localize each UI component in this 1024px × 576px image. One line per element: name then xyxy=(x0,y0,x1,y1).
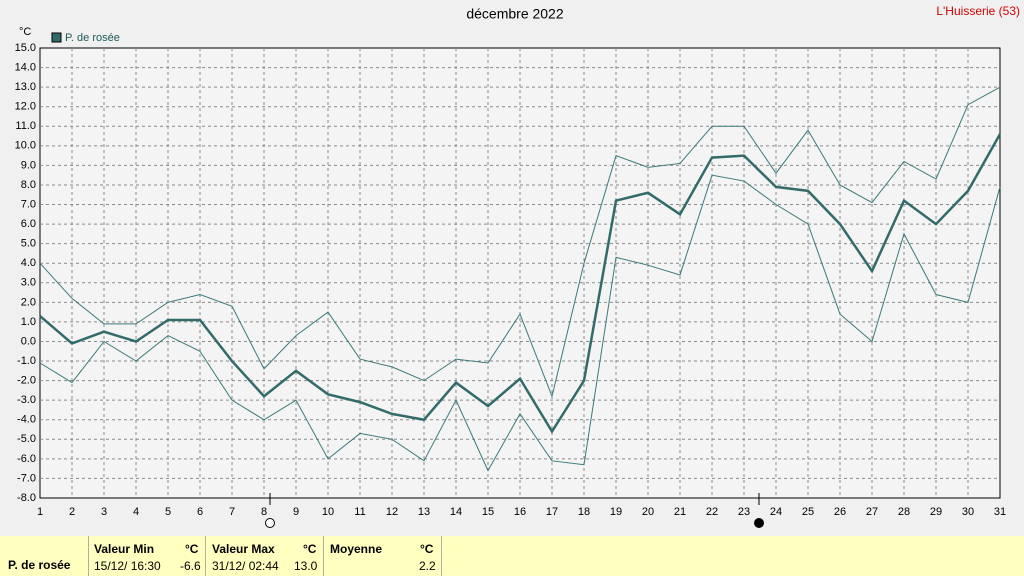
x-tick-label: 6 xyxy=(197,506,203,518)
y-tick-label: 15.0 xyxy=(15,42,36,54)
y-tick-label: 4.0 xyxy=(21,257,36,269)
y-tick-label: 14.0 xyxy=(15,61,36,73)
y-tick-label: -6.0 xyxy=(17,453,36,465)
x-tick-label: 26 xyxy=(834,506,846,518)
legend-swatch xyxy=(51,32,62,43)
chart-title: décembre 2022 xyxy=(466,6,564,22)
x-tick-label: 29 xyxy=(930,506,942,518)
location: L'Huisserie (53) xyxy=(936,4,1020,18)
moon-icon xyxy=(754,518,764,528)
x-tick-label: 20 xyxy=(642,506,654,518)
x-tick-label: 21 xyxy=(674,506,686,518)
series-line xyxy=(39,133,1002,434)
x-tick-label: 31 xyxy=(994,506,1006,518)
value: -6.6 xyxy=(180,559,201,573)
y-tick-label: 6.0 xyxy=(21,218,36,230)
x-tick-label: 4 xyxy=(133,506,139,518)
col-unit: °C xyxy=(303,542,317,556)
x-tick-label: 27 xyxy=(866,506,878,518)
x-tick-label: 12 xyxy=(386,506,398,518)
col-unit: °C xyxy=(420,542,434,556)
y-tick-label: 8.0 xyxy=(21,179,36,191)
x-tick-label: 5 xyxy=(165,506,171,518)
y-tick-label: 10.0 xyxy=(15,140,36,152)
chart: décembre 2022 L'Huisserie (53) °C -8.0 -7… xyxy=(15,4,1020,528)
cell xyxy=(88,536,206,576)
y-tick-label: 12.0 xyxy=(15,101,36,113)
y-tick-label: -3.0 xyxy=(17,394,36,406)
col-unit: °C xyxy=(185,542,199,556)
y-tick-label: 13.0 xyxy=(15,81,36,93)
series-line xyxy=(39,86,1001,398)
y-tick-label: -5.0 xyxy=(17,433,36,445)
x-tick-label: 28 xyxy=(898,506,910,518)
y-tick-label: 2.0 xyxy=(21,296,36,308)
x-tick-label: 23 xyxy=(738,506,750,518)
cell xyxy=(323,536,442,576)
x-tick-label: 1 xyxy=(37,506,43,518)
y-tick-label: 1.0 xyxy=(21,316,36,328)
series-line xyxy=(39,174,1001,472)
x-tick-label: 7 xyxy=(229,506,235,518)
y-tick-label: -4.0 xyxy=(17,414,36,426)
x-tick-label: 17 xyxy=(546,506,558,518)
x-tick-label: 9 xyxy=(293,506,299,518)
x-tick-label: 2 xyxy=(69,506,75,518)
x-tick-label: 3 xyxy=(101,506,107,518)
x-tick-label: 11 xyxy=(354,506,365,518)
y-tick-label: 0.0 xyxy=(21,335,36,347)
row-label: P. de rosée xyxy=(8,558,71,572)
date: 31/12/ 02:44 xyxy=(212,559,279,573)
legend-label: P. de rosée xyxy=(65,32,120,44)
x-tick-label: 13 xyxy=(418,506,430,518)
x-tick-label: 24 xyxy=(770,506,782,518)
y-tick-label: 11.0 xyxy=(15,120,36,132)
value: 13.0 xyxy=(294,559,318,573)
x-tick-label: 14 xyxy=(450,506,462,518)
col-title: Valeur Max xyxy=(212,542,275,556)
x-tick-label: 22 xyxy=(706,506,718,518)
x-tick-label: 30 xyxy=(962,506,974,518)
date: 15/12/ 16:30 xyxy=(94,559,161,573)
summary-table: P. de rosée Valeur Min °C 15/12/ 16:30 -… xyxy=(0,536,1024,576)
y-tick-label: 7.0 xyxy=(21,198,36,210)
y-tick-label: -2.0 xyxy=(17,375,36,387)
x-tick-label: 15 xyxy=(482,506,494,518)
x-tick-label: 19 xyxy=(610,506,622,518)
y-tick-label: 5.0 xyxy=(21,238,36,250)
value: 2.2 xyxy=(419,559,436,573)
y-tick-label: 9.0 xyxy=(21,159,36,171)
moon-icon xyxy=(265,518,275,528)
x-tick-label: 25 xyxy=(802,506,814,518)
y-tick-label: -7.0 xyxy=(17,472,36,484)
col-title: Valeur Min xyxy=(94,542,155,556)
col-title: Moyenne xyxy=(330,542,383,556)
cell xyxy=(205,536,324,576)
y-tick-label: -8.0 xyxy=(17,492,36,504)
x-tick-label: 8 xyxy=(261,506,267,518)
y-tick-label: 3.0 xyxy=(21,277,36,289)
x-tick-label: 18 xyxy=(578,506,590,518)
x-tick-label: 16 xyxy=(514,506,526,518)
y-unit: °C xyxy=(19,26,31,38)
x-tick-label: 10 xyxy=(322,506,334,518)
y-tick-label: -1.0 xyxy=(17,355,36,367)
